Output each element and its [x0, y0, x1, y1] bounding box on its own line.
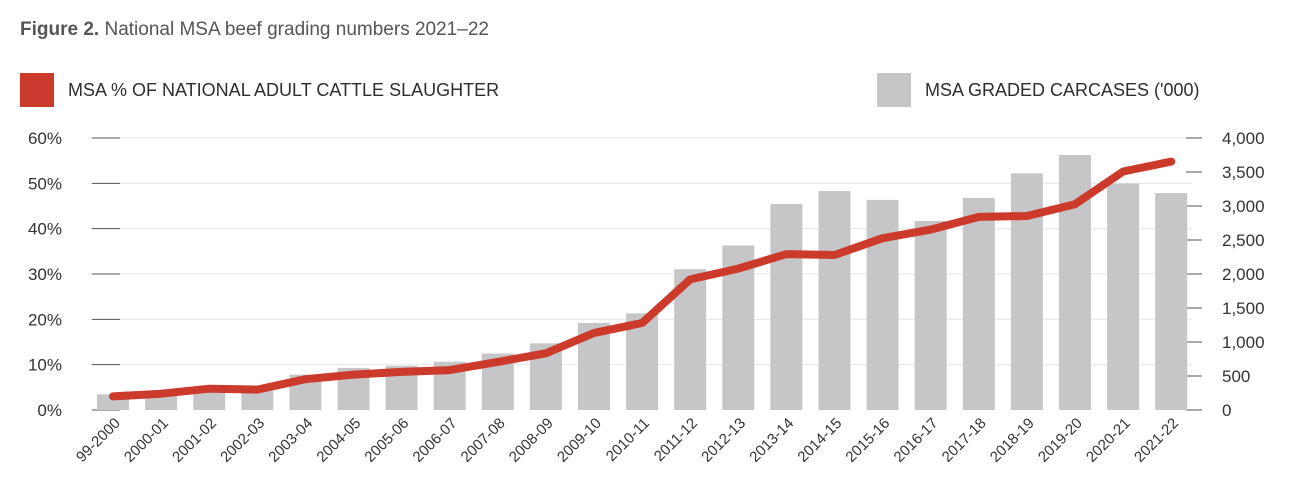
x-axis-tick-label: 2017-18: [939, 415, 990, 466]
right-axis-tick-label: 3,500: [1222, 163, 1265, 182]
x-axis-tick-label: 2008-09: [506, 415, 557, 466]
x-axis-tick-label: 2020-21: [1083, 415, 1134, 466]
series-line: [109, 157, 1176, 401]
bar: [962, 197, 995, 410]
left-axis-tick-label: 50%: [28, 174, 62, 193]
bar: [1010, 173, 1043, 410]
right-axis-tick-label: 2,000: [1222, 265, 1265, 284]
x-axis-tick-label: 2013-14: [746, 415, 797, 466]
bar: [770, 203, 803, 410]
legend-line-swatch: [20, 73, 54, 107]
x-axis-tick-label: 2006-07: [410, 415, 461, 466]
right-axis-tick-label: 0: [1222, 401, 1231, 420]
figure-label: Figure 2.: [20, 19, 100, 40]
left-axis-tick-label: 60%: [28, 129, 62, 148]
legend-line-label: MSA % OF NATIONAL ADULT CATTLE SLAUGHTER: [68, 79, 500, 100]
right-axis-tick-label: 4,000: [1222, 129, 1265, 148]
left-axis-tick-label: 40%: [28, 220, 62, 239]
right-axis-tick-label: 2,500: [1222, 231, 1265, 250]
x-axis-tick-label: 2021-22: [1131, 415, 1182, 466]
x-axis-tick-label: 2000-01: [121, 415, 172, 466]
bar: [1107, 183, 1140, 410]
left-axis-tick-label: 30%: [28, 265, 62, 284]
bar: [626, 313, 659, 410]
bar: [193, 388, 226, 410]
x-axis-tick-label: 2018-19: [987, 415, 1038, 466]
x-axis-tick-label: 2004-05: [313, 415, 364, 466]
left-axis-tick-label: 10%: [28, 356, 62, 375]
x-axis-tick-label: 2012-13: [698, 415, 749, 466]
right-axis-tick-label: 3,000: [1222, 197, 1265, 216]
legend-line-entry: MSA % OF NATIONAL ADULT CATTLE SLAUGHTER: [20, 73, 499, 107]
chart-title: Figure 2. National MSA beef grading numb…: [20, 19, 489, 41]
x-axis-tick-label: 2002-03: [217, 415, 268, 466]
figure-title-text: National MSA beef grading numbers 2021–2…: [104, 19, 489, 40]
x-axis-tick-label: 2007-08: [458, 415, 509, 466]
bar: [241, 388, 274, 410]
right-axis-tick-label: 1,500: [1222, 299, 1265, 318]
bar: [914, 220, 947, 410]
left-axis-tick-label: 0%: [37, 401, 62, 420]
bar: [818, 191, 851, 410]
x-axis-tick-label: 2010-11: [603, 415, 653, 465]
x-axis-tick-label: 2001-02: [169, 415, 220, 466]
x-axis-tick-label: 2016-17: [891, 415, 942, 466]
bar: [866, 199, 899, 410]
x-axis-tick-label: 2014-15: [794, 415, 845, 466]
legend-bars-swatch: [877, 73, 911, 107]
x-axis-tick-label: 2019-20: [1035, 415, 1086, 466]
bar: [1155, 193, 1188, 410]
legend-bars-label: MSA GRADED CARCASES ('000): [925, 79, 1200, 100]
x-axis-tick-label: 2011-12: [651, 415, 701, 465]
left-axis-tick-label: 20%: [28, 310, 62, 329]
x-axis-tick-label: 2009-10: [554, 415, 605, 466]
right-axis-tick-label: 500: [1222, 367, 1250, 386]
right-axis-tick-label: 1,000: [1222, 333, 1265, 352]
x-axis-tick-label: 2005-06: [361, 415, 412, 466]
x-axis-tick-label: 2015-16: [842, 415, 893, 466]
x-axis-tick-label: 99-2000: [73, 415, 124, 466]
legend-bars-entry: MSA GRADED CARCASES ('000): [877, 73, 1200, 107]
x-axis-tick-label: 2003-04: [265, 415, 316, 466]
